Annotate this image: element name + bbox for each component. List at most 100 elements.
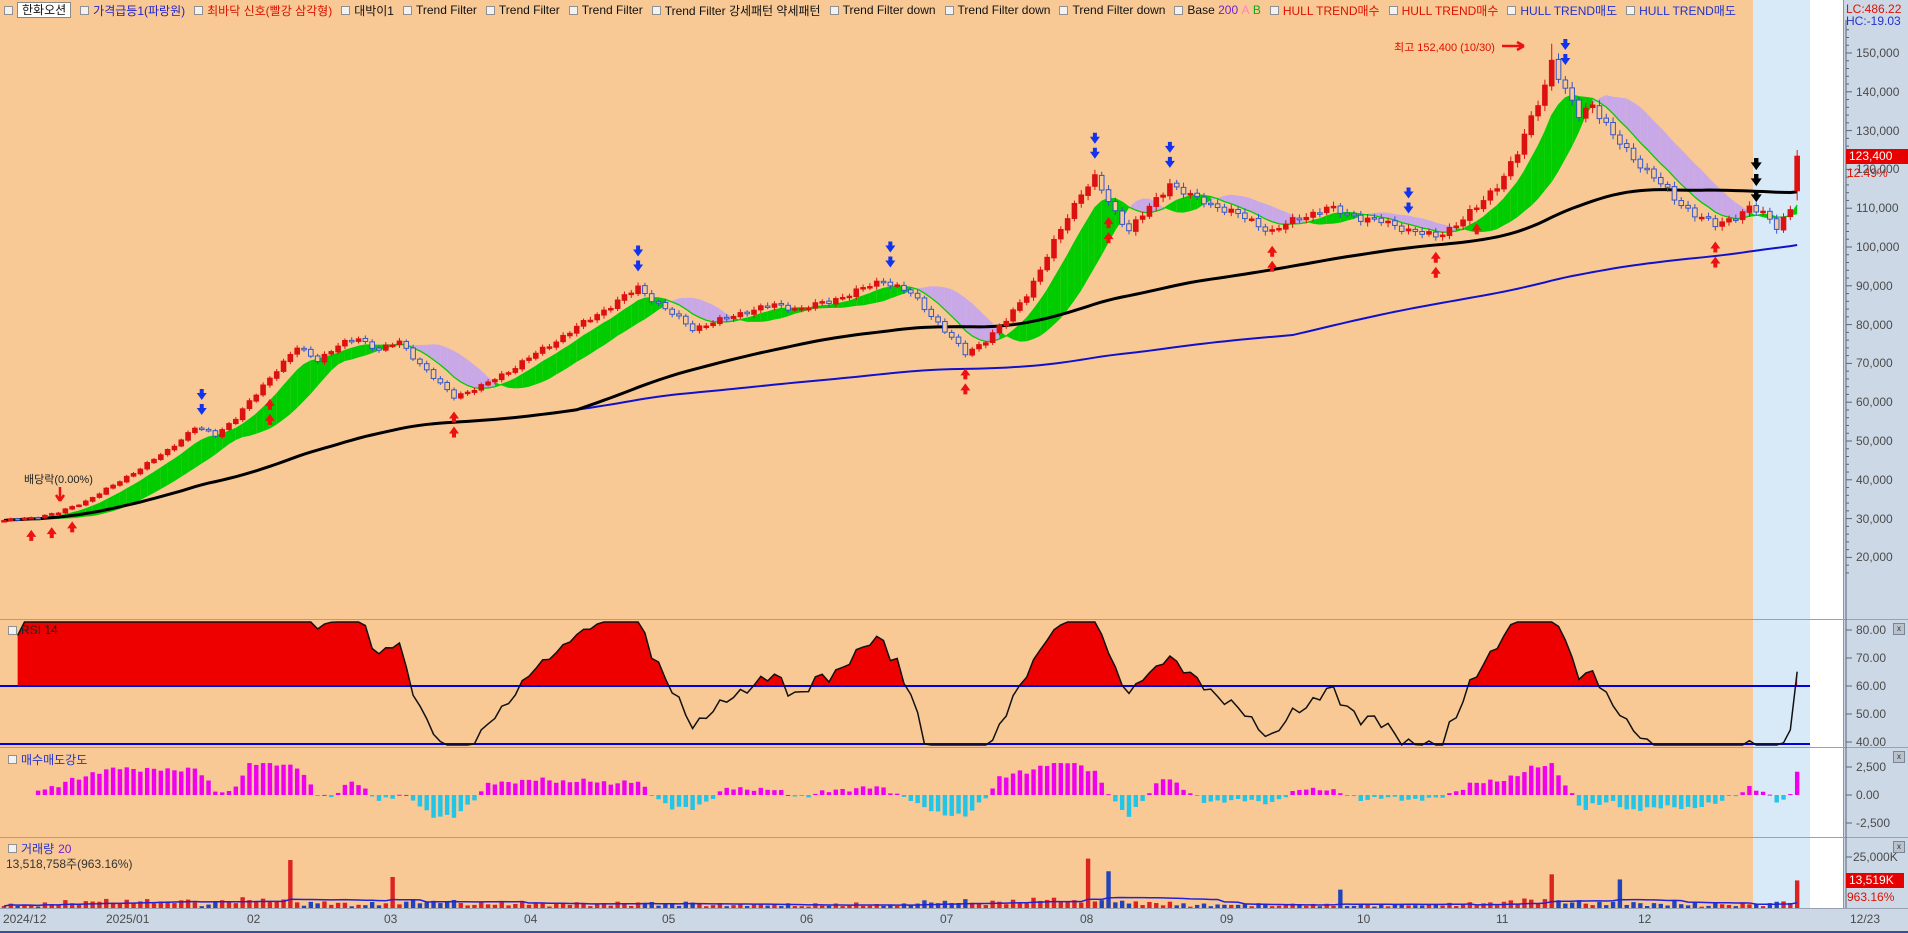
indicator-checkbox[interactable] <box>341 5 351 15</box>
ex-dividend-annotation: 배당락(0.00%) <box>24 474 93 486</box>
toolbar-item-1[interactable]: 가격급등1(파랑원) <box>80 2 185 19</box>
indicator-checkbox[interactable] <box>1059 5 1069 15</box>
indicator-checkbox[interactable] <box>1507 5 1517 15</box>
volume-axis-top: 25,000K <box>1853 850 1898 864</box>
indicator-checkbox[interactable] <box>1388 5 1398 15</box>
indicator-checkbox[interactable] <box>1174 5 1184 15</box>
toolbar-item-label: Trend Filter down <box>1072 3 1166 17</box>
toolbar-item-label: Trend Filter <box>498 3 560 17</box>
indicator-checkbox[interactable] <box>485 5 495 15</box>
axis-tick-label: 110,000 <box>1856 201 1899 216</box>
volume-panel-close-icon[interactable]: x <box>1893 841 1905 853</box>
x-axis-last-date: 12/23 <box>1850 912 1881 926</box>
axis-tick-label: 120,000 <box>1856 162 1900 177</box>
toolbar-item-13[interactable]: HULL TREND매수 <box>1388 2 1499 19</box>
indicator-checkbox[interactable] <box>194 5 204 15</box>
rsi-panel-label: RSI 14 <box>8 623 58 637</box>
indicator-checkbox[interactable] <box>1269 5 1279 15</box>
toolbar-item-label: Base <box>1187 3 1215 17</box>
toolbar-item-3[interactable]: 대박이1 <box>341 2 394 19</box>
strength-panel-label: 매수매도강도 <box>8 751 87 768</box>
axis-tick-label: 40,000 <box>1856 472 1893 487</box>
hc-value: HC:-19.03 <box>1846 14 1901 28</box>
x-axis-label: 02 <box>247 912 261 926</box>
toolbar-item-label: Trend Filter down <box>842 3 936 17</box>
x-axis-label: 05 <box>662 912 676 926</box>
indicator-checkbox[interactable] <box>80 5 90 15</box>
toolbar-item-label: HULL TREND매수 <box>1401 3 1499 18</box>
indicator-checkbox[interactable] <box>829 5 839 15</box>
axis-tick-label: 2,500 <box>1856 760 1887 774</box>
axis-tick-label: 100,000 <box>1856 240 1900 254</box>
axis-tick-label: 80.00 <box>1856 623 1887 637</box>
toolbar-item-label: 대박이1 <box>354 3 394 18</box>
indicator-checkbox[interactable] <box>4 5 13 15</box>
current-price-badge: 123,400 <box>1846 149 1908 164</box>
toolbar-item-11[interactable]: Base 200 A B <box>1174 3 1261 17</box>
x-axis-label: 03 <box>384 912 398 926</box>
axis-tick-label: 70,000 <box>1856 356 1893 371</box>
strength-panel-icon[interactable] <box>8 755 17 764</box>
toolbar-item-5[interactable]: Trend Filter <box>485 3 560 17</box>
axis-tick-label: 30,000 <box>1856 511 1893 526</box>
axis-tick-label: 0.00 <box>1856 788 1880 802</box>
lc-value: LC:486.22 <box>1846 2 1902 16</box>
rsi-panel-icon[interactable] <box>8 625 17 635</box>
axis-tick-label: 70.00 <box>1856 651 1887 665</box>
volume-detail: 13,518,758주(963.16%) <box>6 857 133 871</box>
highest-price-annotation: 최고 152,400 (10/30) <box>1394 42 1495 54</box>
x-axis-label: 06 <box>800 912 814 926</box>
volume-panel-icon[interactable] <box>8 844 17 853</box>
toolbar-item-label: 가격급등1(파랑원) <box>93 3 186 18</box>
toolbar-item-8[interactable]: Trend Filter down <box>829 3 936 17</box>
toolbar-item-4[interactable]: Trend Filter <box>402 3 477 17</box>
toolbar-item-15[interactable]: HULL TREND매도 <box>1626 2 1736 19</box>
x-axis-label: 12 <box>1638 912 1652 926</box>
indicator-checkbox[interactable] <box>651 5 661 15</box>
axis-tick-label: 60,000 <box>1856 395 1893 410</box>
toolbar-item-label: HULL TREND매도 <box>1520 3 1618 18</box>
axis-tick-label: 90,000 <box>1856 278 1893 293</box>
axis-tick-label: -2,500 <box>1856 816 1891 830</box>
x-axis-label: 09 <box>1220 912 1234 926</box>
indicator-checkbox[interactable] <box>1626 5 1636 15</box>
x-axis-label: 07 <box>940 912 954 926</box>
rsi-panel-close-icon[interactable]: x <box>1893 623 1905 635</box>
strength-panel-close-icon[interactable]: x <box>1893 751 1905 763</box>
toolbar-item-label: Trend Filter 강세패턴 약세패턴 <box>664 3 821 18</box>
toolbar-item-part: A <box>1238 3 1250 17</box>
x-axis-label: 08 <box>1080 912 1094 926</box>
axis-tick-label: 80,000 <box>1856 317 1893 332</box>
axis-tick-label: 150,000 <box>1856 46 1900 60</box>
toolbar-item-label: Trend Filter <box>581 3 643 17</box>
indicator-checkbox[interactable] <box>944 5 954 15</box>
toolbar-item-label: HULL TREND매수 <box>1282 3 1380 18</box>
volume-percent: 963.16% <box>1847 890 1895 904</box>
toolbar-item-9[interactable]: Trend Filter down <box>944 3 1051 17</box>
toolbar-item-0[interactable]: 한화오션 <box>4 2 72 18</box>
volume-ma-param: 20 <box>58 841 72 856</box>
toolbar-item-label: Trend Filter <box>415 3 477 17</box>
indicator-checkbox[interactable] <box>568 5 578 15</box>
toolbar-item-14[interactable]: HULL TREND매도 <box>1507 2 1617 19</box>
toolbar-item-part: B <box>1249 3 1261 17</box>
indicator-toolbar: 한화오션 가격급등1(파랑원) 최바닥 신호(빨강 삼각형) 대박이1 Trend Fi… <box>4 2 1745 18</box>
bottom-border <box>0 931 1908 933</box>
toolbar-item-6[interactable]: Trend Filter <box>568 3 643 17</box>
toolbar-item-label: Trend Filter down <box>957 3 1051 17</box>
toolbar-item-2[interactable]: 최바닥 신호(빨강 삼각형) <box>194 2 332 19</box>
toolbar-item-10[interactable]: Trend Filter down <box>1059 3 1165 17</box>
toolbar-item-12[interactable]: HULL TREND매수 <box>1269 2 1380 19</box>
toolbar-item-7[interactable]: Trend Filter 강세패턴 약세패턴 <box>651 2 821 19</box>
x-axis-label: 2024/12 <box>3 912 47 926</box>
x-axis-label: 11 <box>1496 912 1509 926</box>
indicator-checkbox[interactable] <box>402 5 412 15</box>
axis-tick-label: 50,000 <box>1856 434 1893 448</box>
change-percent: 12.49% <box>1847 166 1888 180</box>
toolbar-item-part: 200 <box>1214 3 1239 17</box>
axis-tick-label: 40.00 <box>1856 735 1887 749</box>
axis-tick-label: 50.00 <box>1856 707 1887 721</box>
x-axis-label: 04 <box>524 912 538 926</box>
